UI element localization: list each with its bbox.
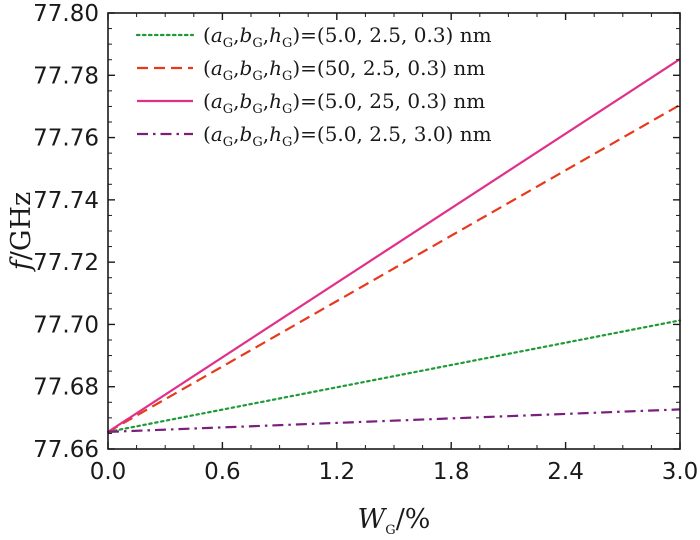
legend: (aG,bG,hG)=(5.0, 2.5, 0.3) nm (aG,bG,hG)=… [135, 23, 492, 150]
series-line-4 [107, 408, 681, 433]
x-tick-label: 3.0 [662, 459, 699, 485]
x-axis-label: WG/% [358, 504, 431, 538]
y-tick-label: 77.76 [33, 126, 99, 152]
legend-label-2: (aG,bG,hG)=(50, 2.5, 0.3) nm [203, 56, 485, 84]
x-tick-label: 2.4 [547, 459, 584, 485]
legend-label-4: (aG,bG,hG)=(5.0, 2.5, 3.0) nm [203, 122, 492, 150]
y-tick-label: 77.68 [33, 375, 99, 401]
series-line-3 [107, 58, 681, 433]
series-layer [106, 58, 682, 433]
y-tick-label: 77.80 [33, 1, 99, 27]
x-axis-label-subscript: G [385, 523, 395, 538]
legend-label-3: (aG,bG,hG)=(5.0, 25, 0.3) nm [203, 89, 485, 117]
x-tick-label: 0.6 [204, 459, 241, 485]
x-tick-label: 1.2 [319, 459, 356, 485]
y-tick-label: 77.78 [33, 63, 99, 89]
y-axis-label-unit: /GHz [6, 192, 37, 260]
series-line-1 [106, 319, 682, 433]
y-axis-label: f/GHz [6, 192, 37, 272]
y-tick-label: 77.70 [33, 312, 99, 338]
series-line-2 [107, 103, 681, 433]
x-axis-label-unit: /% [396, 504, 431, 535]
x-tick-label: 1.8 [433, 459, 470, 485]
y-tick-label: 77.72 [33, 250, 99, 276]
y-tick-label: 77.74 [33, 188, 99, 214]
x-axis-label-symbol: W [358, 504, 388, 535]
y-tick-label: 77.66 [33, 437, 99, 463]
x-tick-label: 0.0 [90, 459, 127, 485]
ticks-layer: 0.0 0.6 1.2 1.8 2.4 3.0 77.66 77.68 77.70 77.72 77… [33, 1, 698, 485]
legend-label-1: (aG,bG,hG)=(5.0, 2.5, 0.3) nm [203, 23, 492, 51]
